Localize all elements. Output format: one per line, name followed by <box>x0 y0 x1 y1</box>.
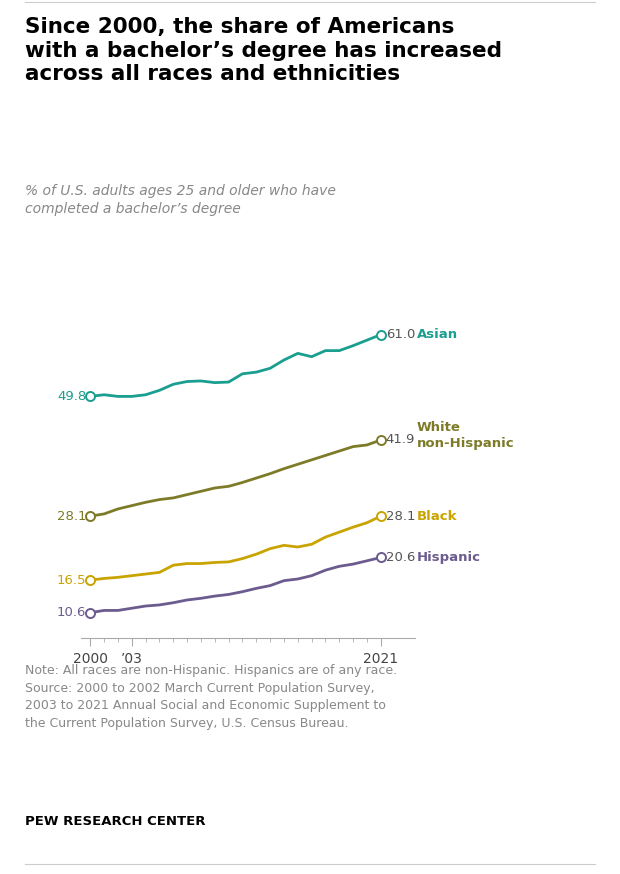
Text: 28.1: 28.1 <box>56 510 86 523</box>
Text: 16.5: 16.5 <box>56 573 86 586</box>
Text: 28.1: 28.1 <box>386 510 415 523</box>
Text: 49.8: 49.8 <box>57 390 86 403</box>
Text: Black: Black <box>417 510 458 523</box>
Text: Since 2000, the share of Americans
with a bachelor’s degree has increased
across: Since 2000, the share of Americans with … <box>25 17 502 84</box>
Text: % of U.S. adults ages 25 and older who have
completed a bachelor’s degree: % of U.S. adults ages 25 and older who h… <box>25 184 335 217</box>
Text: Asian: Asian <box>417 328 458 341</box>
Text: Hispanic: Hispanic <box>417 551 480 564</box>
Text: 41.9: 41.9 <box>386 434 415 447</box>
Text: Note: All races are non-Hispanic. Hispanics are of any race.
Source: 2000 to 200: Note: All races are non-Hispanic. Hispan… <box>25 664 397 730</box>
Text: 10.6: 10.6 <box>57 607 86 619</box>
Text: PEW RESEARCH CENTER: PEW RESEARCH CENTER <box>25 815 205 828</box>
Text: 20.6: 20.6 <box>386 551 415 564</box>
Text: 61.0: 61.0 <box>386 328 415 341</box>
Text: White
non-Hispanic: White non-Hispanic <box>417 421 515 450</box>
